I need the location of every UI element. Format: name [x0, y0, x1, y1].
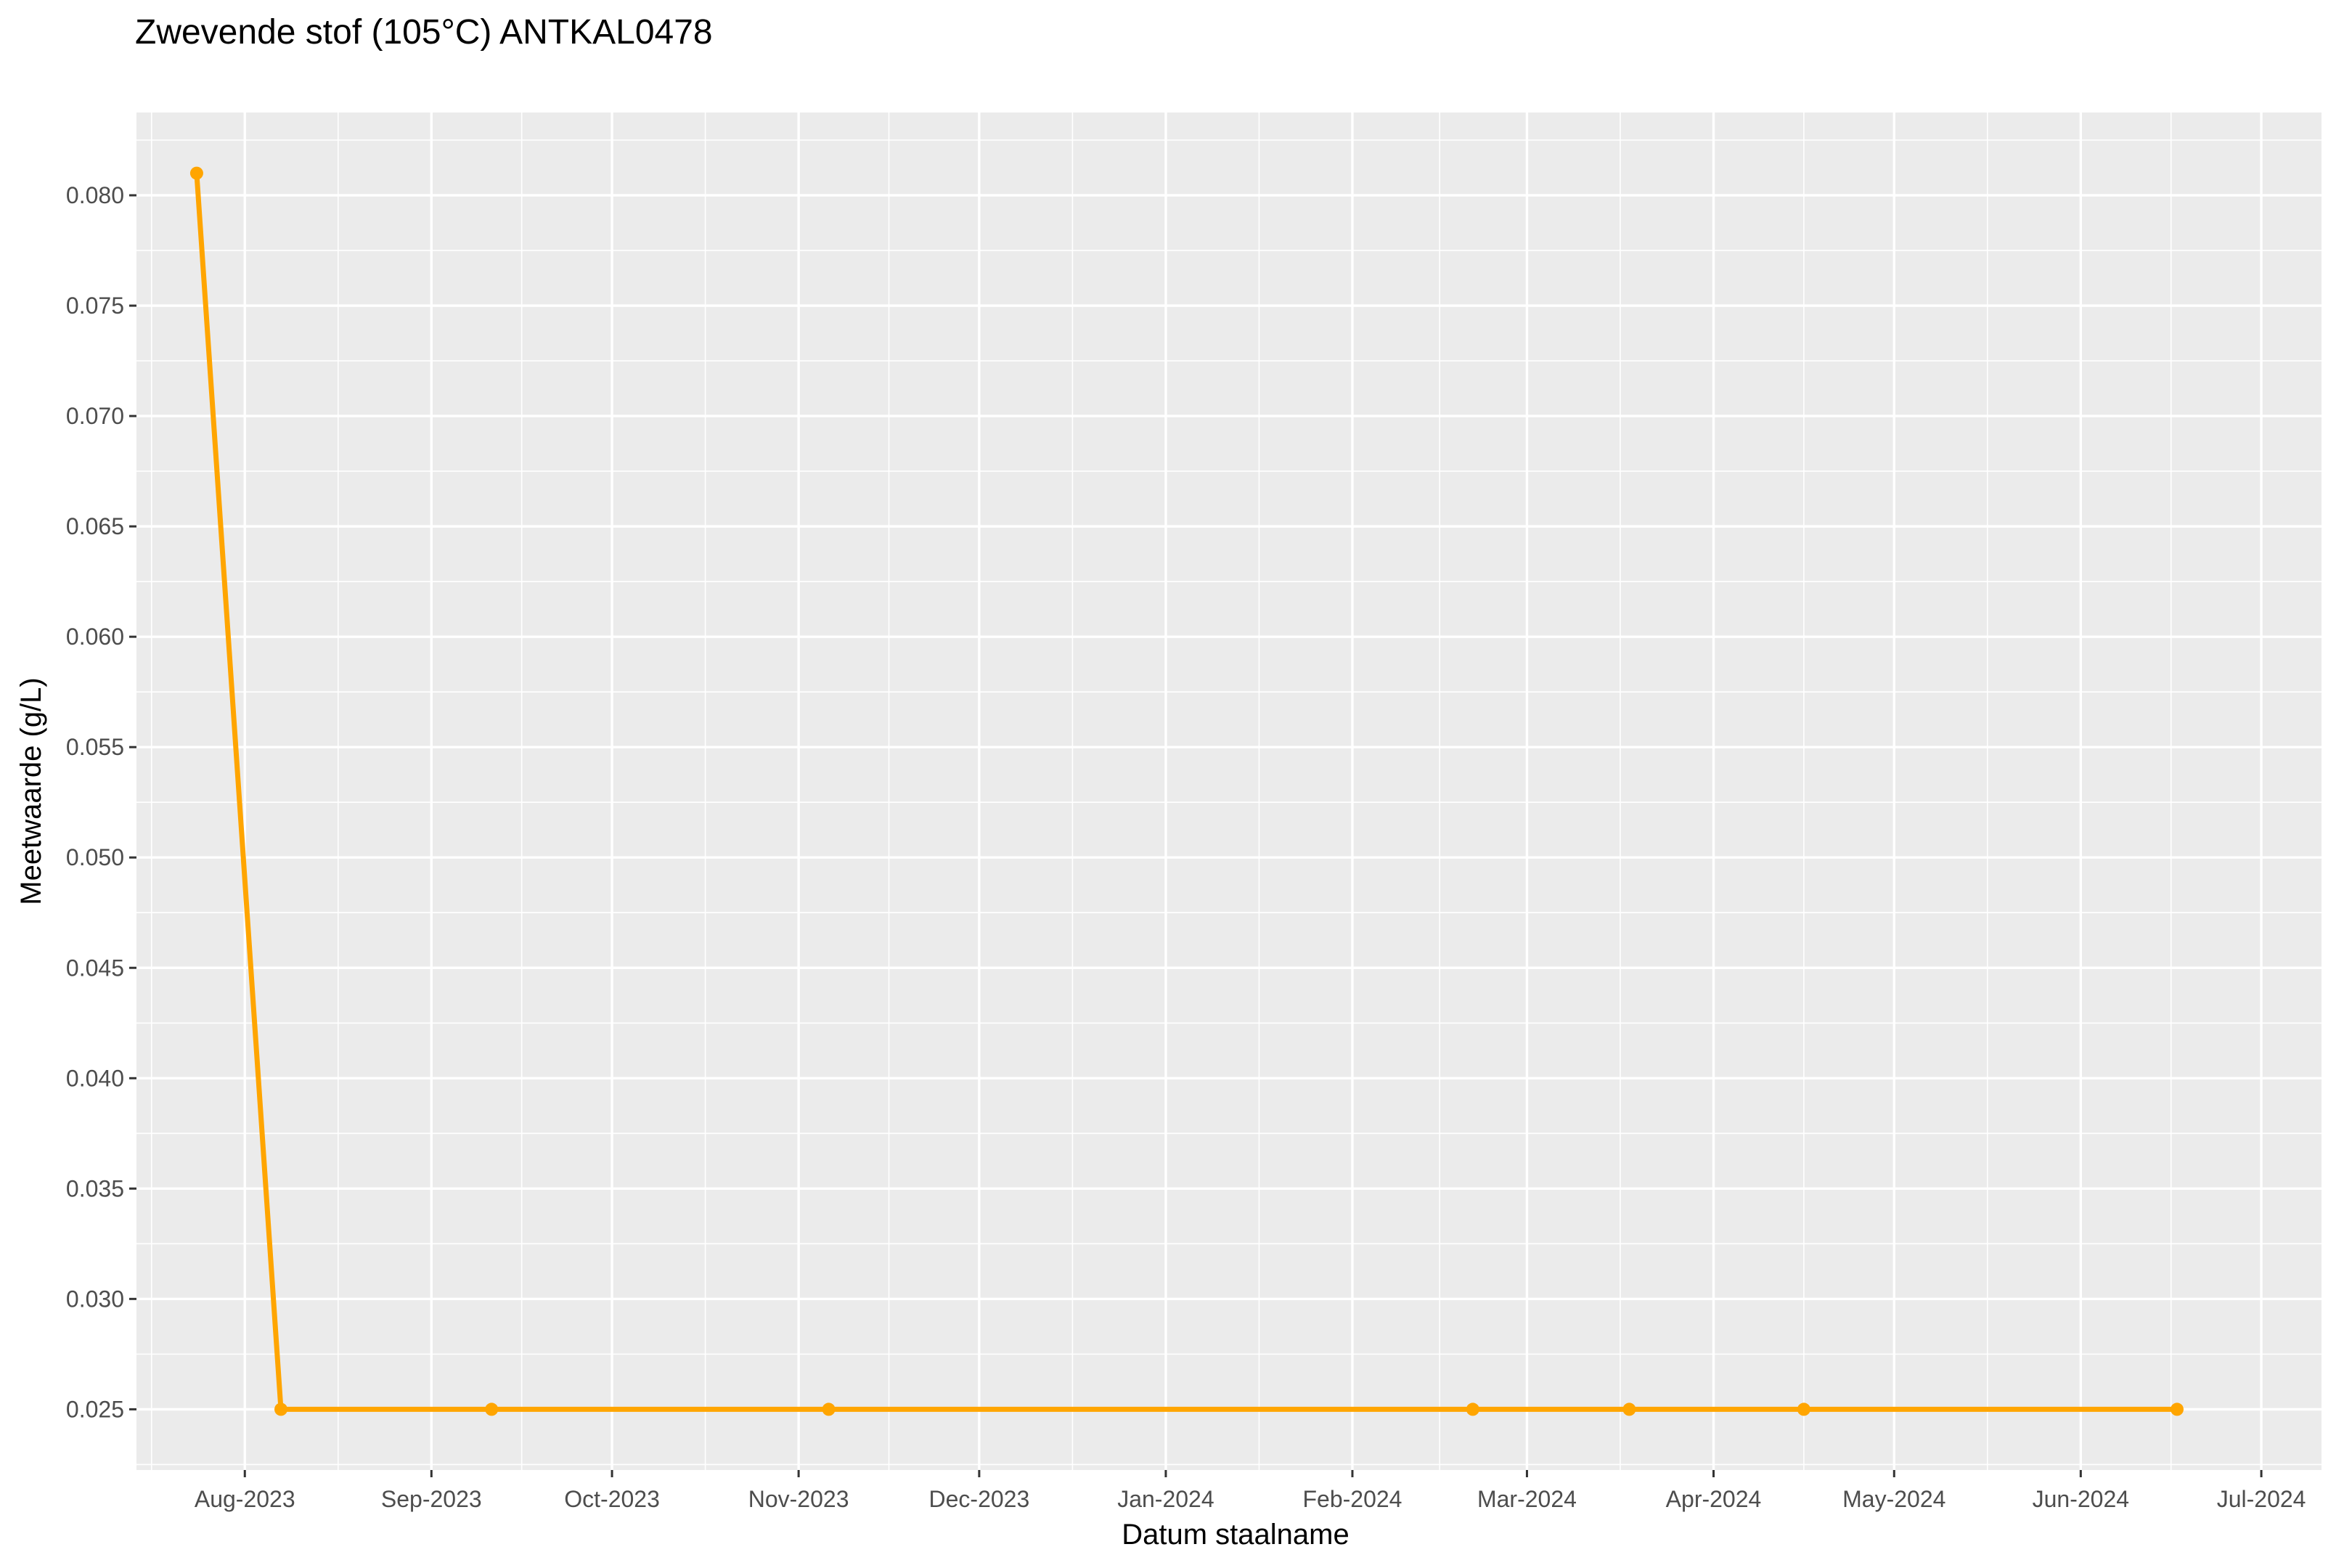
x-tick-label: Nov-2023 — [748, 1486, 849, 1512]
data-point — [274, 1402, 288, 1416]
y-tick-label: 0.070 — [66, 403, 124, 429]
y-tick-label: 0.035 — [66, 1175, 124, 1201]
x-tick-label: Apr-2024 — [1666, 1486, 1762, 1512]
y-axis-title: Meetwaarde (g/L) — [15, 677, 47, 905]
x-tick-label: Sep-2023 — [381, 1486, 482, 1512]
y-tick-label: 0.080 — [66, 182, 124, 208]
data-point — [822, 1402, 836, 1416]
x-tick-label: Oct-2023 — [564, 1486, 660, 1512]
axis-ticks: Aug-2023 Sep-2023 Oct-2023 Nov-2023 Dec-2023… — [66, 182, 2306, 1512]
plot-panel — [136, 113, 2322, 1470]
data-point — [1797, 1402, 1810, 1416]
y-tick-label: 0.050 — [66, 844, 124, 870]
data-point — [189, 166, 203, 180]
series-group — [189, 166, 2184, 1416]
x-tick-label: Dec-2023 — [929, 1486, 1030, 1512]
x-tick-label: Jul-2024 — [2217, 1486, 2306, 1512]
y-tick-label: 0.060 — [66, 624, 124, 650]
x-tick-label: May-2024 — [1842, 1486, 1945, 1512]
y-tick-label: 0.075 — [66, 293, 124, 319]
x-tick-label: Feb-2024 — [1302, 1486, 1402, 1512]
y-tick-label: 0.025 — [66, 1396, 124, 1422]
data-point — [1622, 1402, 1636, 1416]
chart-title: Zwevende stof (105°C) ANTKAL0478 — [135, 13, 713, 52]
series-line — [194, 171, 2180, 1412]
data-point — [485, 1402, 499, 1416]
data-point — [1466, 1402, 1479, 1416]
y-tick-label: 0.065 — [66, 513, 124, 539]
y-tick-label: 0.055 — [66, 734, 124, 760]
x-tick-label: Aug-2023 — [195, 1486, 295, 1512]
x-tick-label: Jan-2024 — [1117, 1486, 1214, 1512]
x-axis-title: Datum staalname — [1122, 1519, 1349, 1551]
data-point — [2170, 1402, 2184, 1416]
x-tick-label: Jun-2024 — [2033, 1486, 2129, 1512]
x-tick-label: Mar-2024 — [1477, 1486, 1577, 1512]
y-tick-label: 0.040 — [66, 1065, 124, 1091]
y-tick-label: 0.030 — [66, 1286, 124, 1312]
y-tick-label: 0.045 — [66, 955, 124, 981]
